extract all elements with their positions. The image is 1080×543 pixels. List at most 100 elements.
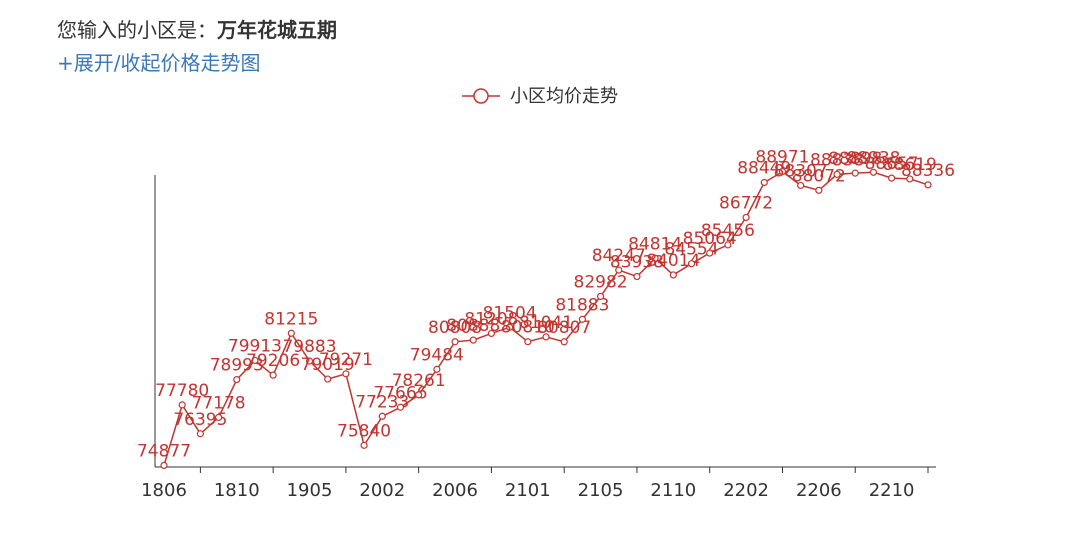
x-tick-label: 1806: [141, 480, 187, 501]
value-label: 80810: [501, 318, 555, 338]
value-label: 86772: [719, 193, 773, 213]
x-tick-label: 2006: [432, 480, 478, 501]
value-label: 88657: [865, 154, 919, 174]
value-label: 79484: [410, 345, 464, 365]
point: [214, 413, 223, 422]
value-label: 81041: [519, 313, 573, 333]
x-tick-label: 1810: [214, 480, 260, 501]
point: [324, 375, 332, 383]
point: [542, 333, 550, 341]
value-label: 77666: [373, 383, 427, 403]
value-label: 83938: [610, 253, 664, 273]
point: [487, 329, 496, 338]
point: [906, 175, 914, 183]
point: [269, 371, 277, 379]
value-label: 79913: [228, 336, 282, 356]
value-label: 77780: [155, 381, 209, 401]
x-tick-label: 2110: [650, 480, 696, 501]
point: [778, 168, 787, 176]
point: [451, 338, 459, 346]
point: [378, 412, 386, 420]
value-label: 88449: [737, 158, 791, 178]
x-tick-label: 2206: [796, 480, 842, 501]
value-label: 81215: [264, 309, 318, 329]
point: [233, 375, 241, 384]
point: [578, 315, 586, 323]
x-tick-label: 2002: [359, 480, 405, 501]
point: [506, 323, 514, 331]
x-tick-label: 2101: [505, 480, 551, 501]
value-label: 88619: [883, 155, 937, 175]
value-label: 78261: [392, 371, 446, 391]
x-tick-label: 2202: [723, 480, 769, 501]
value-label: 88898: [828, 149, 882, 169]
point: [469, 336, 477, 344]
value-label: 74877: [137, 441, 191, 461]
point: [396, 403, 405, 411]
x-tick-label: 2105: [578, 480, 624, 501]
x-tick-label: 2210: [869, 480, 915, 501]
value-label: 78993: [210, 356, 264, 376]
value-label: 85456: [701, 221, 755, 241]
point: [888, 174, 896, 182]
value-label: 88072: [792, 166, 846, 186]
value-label: 81883: [555, 295, 609, 315]
point: [196, 430, 204, 438]
value-label: 84014: [646, 251, 700, 271]
point: [160, 461, 168, 469]
value-label: 81208: [464, 309, 518, 329]
point: [360, 441, 368, 449]
value-label: 88938: [846, 148, 900, 168]
value-label: 88336: [901, 161, 955, 181]
value-label: 88971: [755, 148, 809, 168]
point: [815, 186, 823, 194]
point: [342, 370, 350, 378]
value-label: 84814: [628, 234, 682, 254]
value-label: 76395: [173, 410, 227, 430]
point: [178, 401, 186, 409]
point: [869, 168, 878, 176]
point: [305, 357, 314, 365]
point: [742, 213, 750, 222]
value-label: 79019: [301, 355, 355, 375]
point: [924, 181, 932, 189]
estate-name: 万年花城五期: [217, 18, 337, 42]
point: [415, 391, 423, 399]
value-label: 82982: [574, 272, 628, 292]
x-tick-label: 1905: [287, 480, 333, 501]
value-label: 79883: [282, 337, 336, 357]
point: [633, 272, 641, 281]
legend-label: 小区均价走势: [510, 86, 618, 107]
point: [651, 254, 659, 262]
value-label: 80888: [446, 316, 500, 336]
value-label: 81504: [483, 303, 537, 323]
toggle-link[interactable]: +展开/收起价格走势图: [57, 51, 261, 75]
point: [724, 241, 732, 249]
header-prefix: 您输入的小区是：: [57, 18, 217, 42]
point: [760, 178, 768, 187]
header: 您输入的小区是：万年花城五期: [57, 14, 337, 43]
point: [615, 266, 623, 274]
point: [833, 170, 841, 178]
point: [687, 260, 696, 268]
point: [524, 338, 532, 346]
point: [706, 249, 714, 257]
value-label: 88838: [810, 150, 864, 170]
value-label: 77178: [192, 393, 246, 413]
point: [596, 292, 605, 301]
value-label: 80808: [428, 318, 482, 338]
value-label: 85064: [683, 229, 737, 249]
value-label: 79206: [246, 351, 300, 371]
point: [560, 338, 568, 346]
value-label: 80807: [537, 318, 591, 338]
point: [669, 271, 677, 279]
value-label: 75840: [337, 421, 391, 441]
value-label: 84247: [592, 246, 646, 266]
value-label: 88307: [774, 161, 828, 181]
point: [797, 181, 805, 190]
point: [851, 169, 859, 177]
point: [433, 365, 441, 373]
point: [251, 356, 259, 365]
